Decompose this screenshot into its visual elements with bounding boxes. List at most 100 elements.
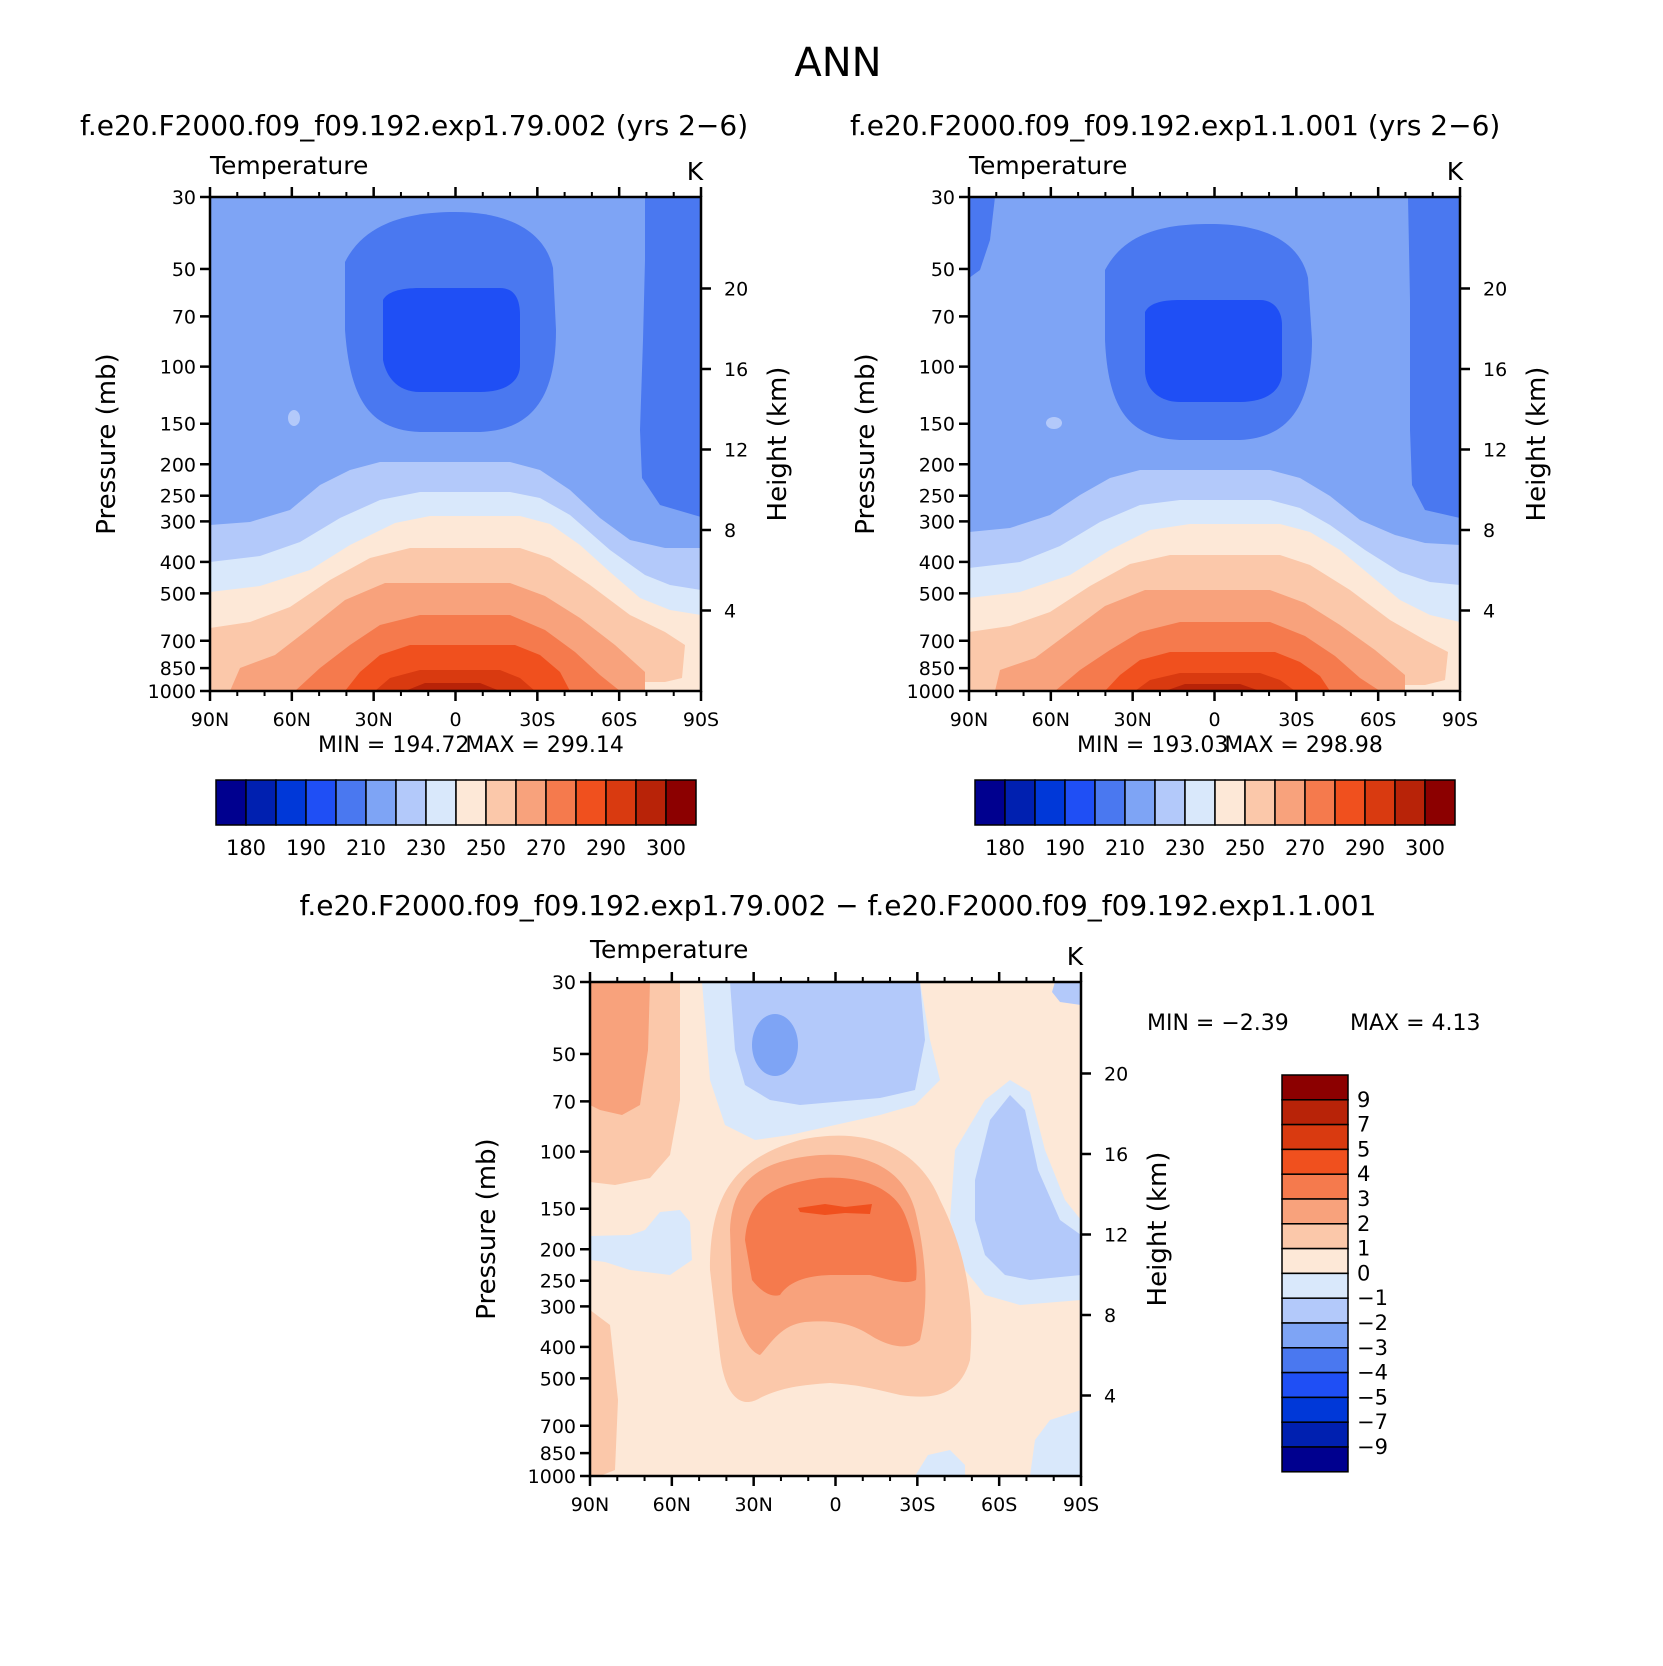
- colorbar-cell: [275, 779, 307, 826]
- y2-axis-title: Height (km): [1522, 367, 1552, 522]
- colorbar-label: −3: [1357, 1336, 1388, 1360]
- panel-b: f.e20.F2000.f09_f09.192.exp1.1.001 (yrs …: [850, 109, 1500, 691]
- max-label: MAX = 299.14: [465, 733, 624, 758]
- x-tick-label: 60N: [1032, 709, 1070, 731]
- colorbar-label: −4: [1357, 1361, 1388, 1385]
- colorbar-label: 9: [1357, 1088, 1370, 1112]
- y-tick-label: 700: [919, 631, 955, 653]
- x-tick-label: 30N: [1113, 709, 1151, 731]
- contour-fill: [590, 982, 650, 1115]
- contour-fill: [975, 1095, 1081, 1280]
- colorbar-cell: [545, 779, 577, 826]
- panel-b-colorbar: 180 190 210 230 250 270 290 300: [974, 779, 1456, 860]
- colorbar-label: 270: [1285, 836, 1325, 860]
- panel-c-contours: [590, 982, 1081, 1476]
- panel-a: f.e20.F2000.f09_f09.192.exp1.79.002 (yrs…: [80, 109, 748, 691]
- colorbar-cell: [215, 779, 247, 826]
- y-tick-label: 850: [540, 1443, 576, 1465]
- x-tick-label: 0: [449, 709, 461, 731]
- contour-fill: [288, 410, 300, 426]
- colorbar-label: 0: [1357, 1261, 1370, 1285]
- panel-c-field-label: Temperature: [589, 935, 748, 964]
- colorbar-cell: [1281, 1148, 1349, 1175]
- contour-fill: [915, 1450, 965, 1476]
- y-tick-label: 70: [172, 306, 196, 328]
- x-tick-label: 90N: [571, 1494, 609, 1516]
- colorbar-cell: [515, 779, 547, 826]
- colorbar-cell: [365, 779, 397, 826]
- y-tick-label: 850: [919, 658, 955, 680]
- panel-b-field-label: Temperature: [968, 151, 1127, 180]
- colorbar-label: 300: [646, 836, 686, 860]
- colorbar-cell: [1094, 779, 1126, 826]
- y2-axis-title: Height (km): [763, 367, 793, 522]
- colorbar-cell: [1281, 1247, 1349, 1275]
- y-tick-label: 850: [160, 658, 196, 680]
- panel-a-colorbar: 180 190 210 230 250 270 290 300: [215, 779, 697, 860]
- y-tick-label: 1000: [528, 1466, 576, 1488]
- colorbar-cell: [1281, 1123, 1349, 1151]
- y-tick-label: 1000: [907, 681, 955, 703]
- x-tick-label: 90S: [1063, 1494, 1099, 1516]
- colorbar-cell: [1064, 779, 1096, 826]
- colorbar-label: 290: [1345, 836, 1385, 860]
- colorbar-cell: [245, 779, 277, 826]
- x-tick-label: 60S: [601, 709, 637, 731]
- y-tick-label: 50: [552, 1044, 576, 1066]
- colorbar-cell: [1281, 1198, 1349, 1225]
- x-tick-label: 0: [1208, 709, 1220, 731]
- colorbar-cell: [1244, 779, 1276, 826]
- y-tick-label: 100: [540, 1142, 576, 1164]
- contour-fill: [1145, 300, 1282, 402]
- y-tick-label: 300: [160, 511, 196, 533]
- y-tick-label: 700: [160, 631, 196, 653]
- x-tick-label: 30S: [1278, 709, 1314, 731]
- x-tick-label: 30N: [734, 1494, 772, 1516]
- colorbar-cell: [455, 779, 487, 826]
- colorbar-label: 180: [226, 836, 266, 860]
- colorbar-cell: [1281, 1347, 1349, 1374]
- colorbar-cell: [635, 779, 667, 826]
- y-tick-label: 250: [540, 1271, 576, 1293]
- colorbar-cell: [1184, 779, 1216, 826]
- y2-tick-label: 8: [1483, 520, 1495, 542]
- colorbar-label: 250: [1225, 836, 1265, 860]
- x-tick-label: 0: [829, 1494, 841, 1516]
- y-axis-title: Pressure (mb): [472, 1138, 502, 1319]
- colorbar-cell: [1394, 779, 1426, 826]
- x-tick-label: 30S: [519, 709, 555, 731]
- y-tick-label: 400: [919, 552, 955, 574]
- panel-b-units: K: [1447, 157, 1464, 186]
- colorbar-label: 230: [406, 836, 446, 860]
- y-tick-label: 30: [552, 972, 576, 994]
- colorbar-cell: [1281, 1421, 1349, 1448]
- colorbar-cell: [1281, 1074, 1349, 1101]
- x-tick-label: 90N: [950, 709, 988, 731]
- min-label: MIN = 193.03: [1077, 733, 1228, 758]
- y-tick-label: 700: [540, 1416, 576, 1438]
- y-tick-label: 200: [540, 1239, 576, 1261]
- y-tick-label: 100: [919, 357, 955, 379]
- x-tick-label: 30S: [899, 1494, 935, 1516]
- colorbar-cell: [1281, 1371, 1349, 1399]
- y2-tick-label: 4: [724, 600, 736, 622]
- y-tick-label: 30: [172, 187, 196, 209]
- contour-fill: [1408, 197, 1460, 518]
- y2-tick-label: 8: [1104, 1305, 1116, 1327]
- colorbar-label: 210: [346, 836, 386, 860]
- colorbar-cell: [425, 779, 457, 826]
- y2-tick-label: 12: [1104, 1224, 1128, 1246]
- colorbar-cell: [1214, 779, 1246, 826]
- contour-fill: [1046, 417, 1062, 429]
- y-tick-label: 250: [160, 486, 196, 508]
- contour-fill: [1030, 1410, 1081, 1476]
- colorbar-cell: [1364, 779, 1396, 826]
- colorbar-label: 270: [526, 836, 566, 860]
- colorbar-label: −1: [1357, 1286, 1388, 1310]
- colorbar-label: 190: [286, 836, 326, 860]
- x-tick-label: 60S: [981, 1494, 1017, 1516]
- panel-b-axes: 90N 60N 30N 0 30S 60S 90S 30 50 70 100 150 200 250 300…: [851, 187, 1552, 860]
- x-tick-label: 30N: [354, 709, 392, 731]
- max-label: MAX = 298.98: [1224, 733, 1383, 758]
- contour-fill: [405, 683, 500, 691]
